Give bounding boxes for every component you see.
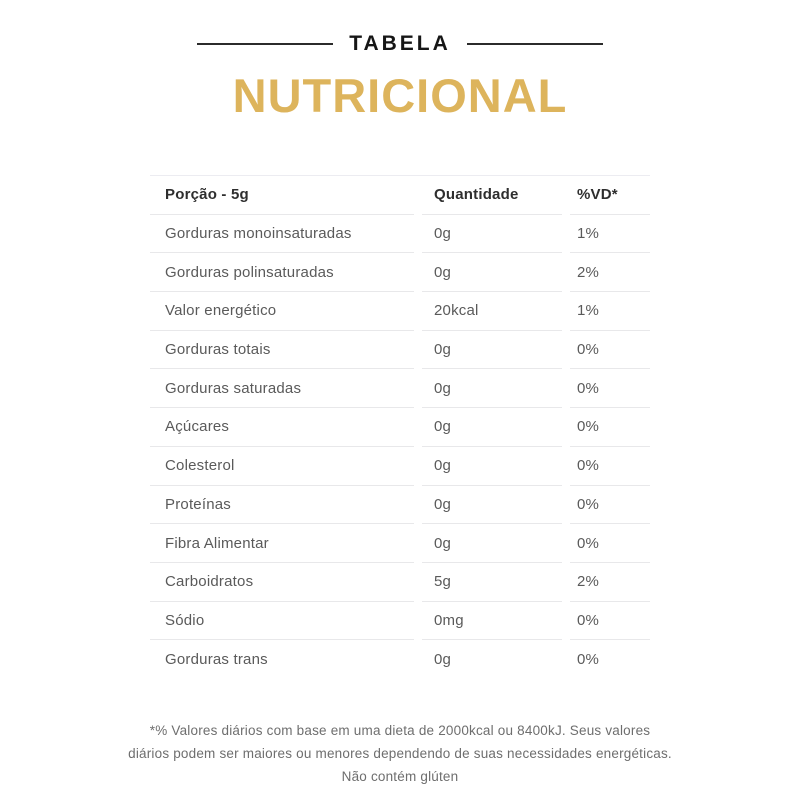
nutrient-quantity: 0g (422, 253, 562, 293)
nutrient-quantity: 0g (434, 651, 452, 669)
nutrient-label: Gorduras totais (150, 331, 414, 370)
nutrient-label: Gorduras monoinsaturadas (150, 215, 414, 254)
nutrient-vd: 0% (570, 447, 650, 486)
nutrient-quantity: 0g (422, 408, 562, 447)
nutrient-quantity: 5g (422, 563, 562, 602)
page-title: NUTRICIONAL (232, 69, 568, 122)
nutrient-label: Fibra Alimentar (150, 524, 414, 563)
table-row: Gorduras polinsaturadas 0g 2% (150, 253, 650, 293)
nutrient-vd: 0% (577, 651, 600, 669)
nutrient-label: Carboidratos (150, 563, 414, 602)
table-row: Gorduras totais 0g 0% (150, 331, 650, 370)
table-row: Fibra Alimentar 0g 0% (150, 524, 650, 563)
nutrient-label: Valor energético (150, 292, 414, 331)
nutrient-vd: 1% (570, 292, 650, 331)
nutrient-vd: 0% (570, 408, 650, 447)
table-row: Açúcares 0g 0% (150, 408, 650, 447)
table-row: Valor energético 20kcal 1% (150, 292, 650, 331)
column-header-vd: %VD* (570, 176, 650, 215)
nutrient-label: Gorduras polinsaturadas (150, 253, 414, 293)
label-header: TABELA NUTRICIONAL (0, 32, 800, 123)
table-row: Gorduras trans 0g 0% (150, 640, 650, 679)
nutrient-quantity: 0g (422, 215, 562, 254)
nutrition-table: Porção - 5g Quantidade %VD* Gorduras mon… (150, 175, 650, 679)
nutrient-quantity: 0g (422, 524, 562, 563)
table-body: Gorduras monoinsaturadas 0g 1% Gorduras … (150, 215, 650, 679)
nutrient-vd: 2% (570, 563, 650, 602)
table-row: Sódio 0mg 0% (150, 602, 650, 641)
nutrient-label: Colesterol (150, 447, 414, 486)
nutrient-vd: 0% (570, 369, 650, 409)
nutrient-label: Açúcares (150, 408, 414, 447)
nutrient-label: Sódio (150, 602, 414, 641)
nutrient-quantity: 0g (422, 369, 562, 409)
nutrient-label: Gorduras saturadas (150, 369, 414, 409)
nutrient-label: Proteínas (150, 486, 414, 525)
table-header-row: Porção - 5g Quantidade %VD* (150, 176, 650, 215)
table-row: Proteínas 0g 0% (150, 486, 650, 525)
label-footer: *% Valores diários com base em uma dieta… (0, 719, 800, 788)
right-rule (466, 43, 603, 45)
table-row: Gorduras monoinsaturadas 0g 1% (150, 215, 650, 254)
column-header-portion: Porção - 5g (150, 176, 414, 215)
nutrient-vd: 2% (570, 253, 650, 293)
column-header-quantity: Quantidade (422, 176, 562, 215)
table-row: Colesterol 0g 0% (150, 447, 650, 486)
nutrient-vd: 0% (570, 602, 650, 641)
nutrient-vd: 0% (570, 331, 650, 370)
nutrient-quantity: 20kcal (422, 292, 562, 331)
kicker: TABELA (0, 32, 800, 56)
nutrient-quantity: 0g (422, 486, 562, 525)
table-row: Gorduras saturadas 0g 0% (150, 369, 650, 409)
footnote: *% Valores diários com base em uma dieta… (128, 722, 672, 784)
left-rule (197, 43, 334, 45)
kicker-text: TABELA (349, 32, 451, 55)
nutrient-vd: 0% (570, 524, 650, 563)
nutrient-label: Gorduras trans (165, 651, 268, 669)
nutrient-vd: 0% (570, 486, 650, 525)
nutrient-vd: 1% (570, 215, 650, 254)
table-row: Carboidratos 5g 2% (150, 563, 650, 602)
nutrient-quantity: 0mg (422, 602, 562, 641)
nutrient-quantity: 0g (422, 331, 562, 370)
nutrient-quantity: 0g (422, 447, 562, 486)
